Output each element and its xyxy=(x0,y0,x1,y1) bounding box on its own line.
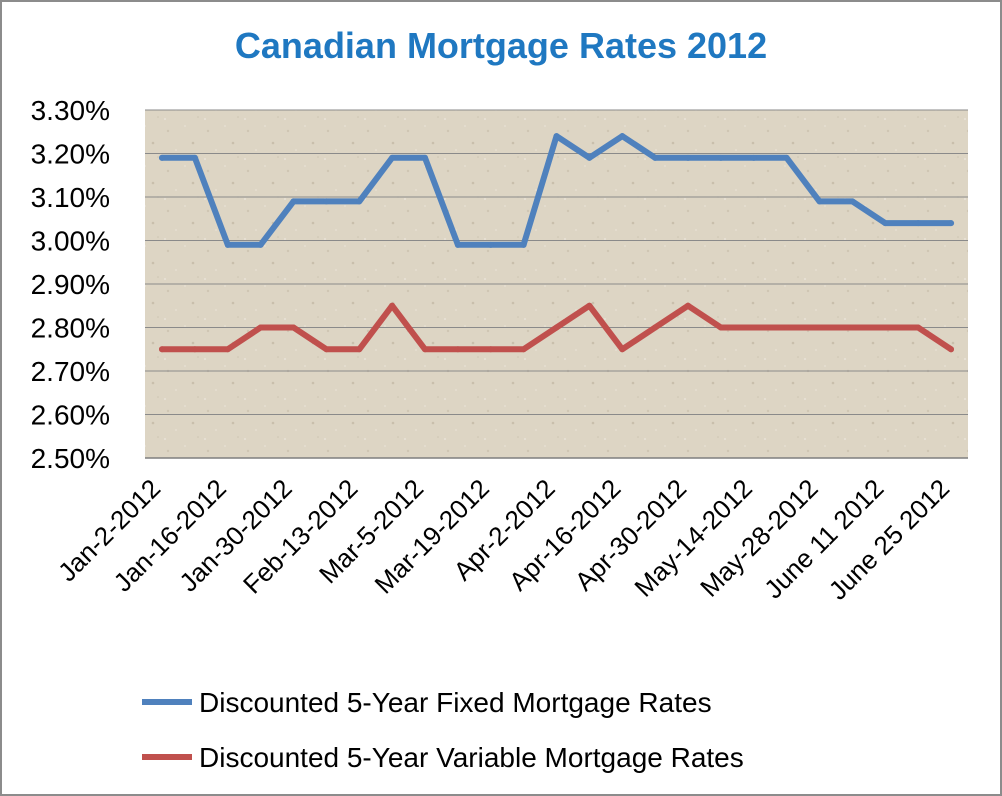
data-point xyxy=(487,346,494,353)
data-point xyxy=(290,324,297,331)
data-point xyxy=(520,241,527,248)
y-tick-label: 3.20% xyxy=(31,139,110,170)
data-point xyxy=(454,241,461,248)
data-point xyxy=(849,198,856,205)
data-point xyxy=(356,346,363,353)
y-tick-label: 2.80% xyxy=(31,313,110,344)
data-point xyxy=(816,324,823,331)
data-point xyxy=(553,133,560,140)
data-point xyxy=(224,346,231,353)
data-point xyxy=(882,220,889,227)
data-point xyxy=(323,346,330,353)
data-point xyxy=(553,324,560,331)
y-tick-label: 3.00% xyxy=(31,226,110,257)
data-point xyxy=(290,198,297,205)
data-point xyxy=(783,324,790,331)
data-point xyxy=(323,198,330,205)
y-tick-label: 2.70% xyxy=(31,356,110,387)
data-point xyxy=(422,346,428,353)
data-point xyxy=(487,241,494,248)
data-point xyxy=(783,154,790,161)
y-tick-label: 2.60% xyxy=(31,400,110,431)
data-point xyxy=(717,324,724,331)
series-lines xyxy=(159,133,954,353)
data-point xyxy=(652,324,659,331)
data-point xyxy=(685,154,691,161)
data-point xyxy=(717,154,724,161)
legend-label-variable: Discounted 5-Year Variable Mortgage Rate… xyxy=(199,742,744,773)
data-point xyxy=(520,346,527,353)
y-tick-label: 3.10% xyxy=(31,182,110,213)
data-point xyxy=(685,302,691,309)
data-point xyxy=(915,220,922,227)
data-point xyxy=(224,241,231,248)
chart-title: Canadian Mortgage Rates 2012 xyxy=(235,25,767,66)
y-tick-label: 2.50% xyxy=(31,443,110,474)
data-point xyxy=(652,154,659,161)
y-tick-label: 2.90% xyxy=(31,269,110,300)
data-point xyxy=(948,220,954,227)
x-axis-ticks: Jan-2-2012Jan-16-2012Jan-30-2012Feb-13-2… xyxy=(52,473,955,606)
data-point xyxy=(750,324,757,331)
data-point xyxy=(849,324,856,331)
data-point xyxy=(422,154,428,161)
legend: Discounted 5-Year Fixed Mortgage Rates D… xyxy=(142,687,744,773)
y-tick-label: 3.30% xyxy=(31,95,110,126)
data-point xyxy=(882,324,889,331)
data-point xyxy=(159,154,165,161)
data-point xyxy=(356,198,363,205)
data-point xyxy=(586,154,593,161)
data-point xyxy=(454,346,461,353)
data-point xyxy=(948,346,954,353)
y-axis-ticks: 2.50% 2.60% 2.70% 2.80% 2.90% 3.00% 3.10% 3.20%… xyxy=(31,95,110,474)
data-point xyxy=(586,302,593,309)
data-point xyxy=(159,346,165,353)
data-point xyxy=(389,154,396,161)
data-point xyxy=(257,324,264,331)
legend-label-fixed: Discounted 5-Year Fixed Mortgage Rates xyxy=(199,687,712,718)
data-point xyxy=(191,154,198,161)
data-point xyxy=(816,198,823,205)
data-point xyxy=(619,133,626,140)
data-point xyxy=(191,346,198,353)
data-point xyxy=(619,346,626,353)
data-point xyxy=(389,302,396,309)
data-point xyxy=(915,324,922,331)
data-point xyxy=(750,154,757,161)
data-point xyxy=(257,241,264,248)
